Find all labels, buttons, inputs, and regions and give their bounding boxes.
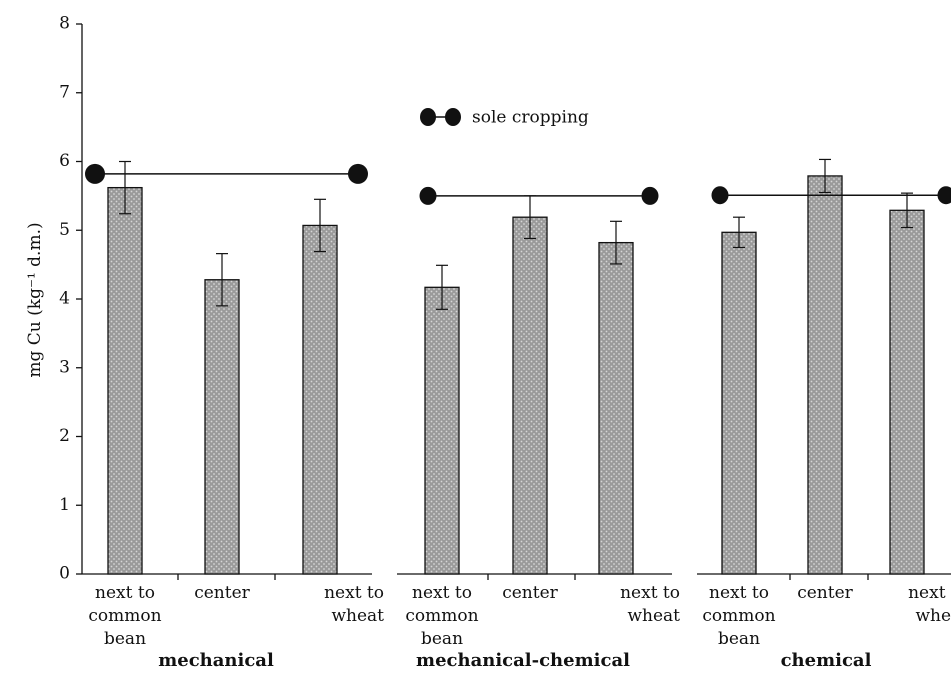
legend-dot-left (420, 108, 436, 126)
bar-1-2 (598, 241, 634, 575)
sole-cropping-dot-left-0 (85, 163, 105, 184)
bars (107, 158, 925, 575)
legend-label: sole cropping (472, 108, 589, 128)
bar-2-2 (889, 209, 925, 575)
y-tick-label-1: 1 (59, 495, 70, 515)
category-label-2-1-0: center (797, 583, 853, 603)
sole-cropping-lines (85, 163, 951, 205)
bar-0-1 (204, 279, 240, 575)
bar-0-2 (302, 224, 338, 575)
y-tick-label-4: 4 (59, 289, 70, 309)
y-axis-label: mg Cu (kg⁻¹ d.m.) (25, 222, 45, 377)
y-tick-label-3: 3 (59, 357, 70, 377)
category-label-1-1-0: center (502, 583, 558, 603)
bar-2-1 (807, 175, 843, 575)
y-tick-label-7: 7 (59, 82, 70, 102)
group-label-2: chemical (781, 650, 872, 671)
category-label-1-0-1: common (405, 606, 478, 626)
legend: sole cropping (420, 108, 589, 128)
sole-cropping-dot-right-2 (937, 186, 951, 205)
sole-cropping-dot-left-1 (419, 186, 437, 205)
legend-dot-right (445, 108, 461, 126)
bar-0-0 (107, 186, 143, 575)
category-label-0-0-0: next to (95, 583, 155, 603)
category-label-2-2-1: wheat (915, 606, 951, 626)
y-tick-label-2: 2 (59, 426, 70, 446)
category-label-0-0-2: bean (104, 629, 146, 649)
sole-cropping-dot-right-0 (348, 163, 368, 184)
category-label-2-2-0: next to (908, 583, 951, 603)
category-label-0-0-1: common (88, 606, 161, 626)
category-label-1-0-2: bean (421, 629, 463, 649)
category-label-1-2-1: wheat (627, 606, 680, 626)
y-tick-label-5: 5 (59, 220, 70, 240)
category-label-1-0-0: next to (412, 583, 472, 603)
labels: 0 1 2 3 4 5 6 7 8 next to common bean center next to w… (59, 14, 951, 672)
category-label-2-0-1: common (702, 606, 775, 626)
group-label-1: mechanical-chemical (416, 650, 630, 671)
bar-1-0 (424, 286, 460, 575)
category-label-2-0-0: next to (709, 583, 769, 603)
category-label-0-1-0: center (194, 583, 250, 603)
category-label-1-2-0: next to (620, 583, 680, 603)
category-label-0-2-1: wheat (331, 606, 384, 626)
sole-cropping-dot-right-1 (641, 186, 659, 205)
sole-cropping-dot-left-2 (711, 186, 729, 205)
bar-1-1 (512, 216, 548, 575)
group-label-0: mechanical (158, 650, 274, 671)
category-label-2-0-2: bean (718, 629, 760, 649)
bar-2-0 (721, 231, 757, 575)
category-label-0-2-0: next to (324, 583, 384, 603)
y-tick-label-6: 6 (59, 151, 70, 171)
y-tick-label-0: 0 (59, 564, 70, 584)
y-tick-label-8: 8 (59, 14, 70, 34)
